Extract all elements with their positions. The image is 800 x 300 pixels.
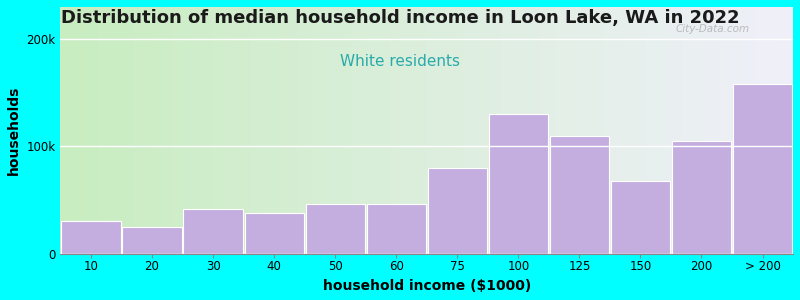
Text: City-Data.com: City-Data.com (676, 24, 750, 34)
Bar (428, 168, 487, 254)
Bar (62, 221, 121, 254)
Bar (489, 114, 548, 254)
Bar (733, 84, 792, 254)
Bar (122, 227, 182, 254)
Bar (672, 141, 731, 254)
Bar (245, 213, 304, 254)
Bar (306, 204, 365, 254)
Y-axis label: households: households (7, 85, 21, 175)
Bar (183, 208, 242, 253)
X-axis label: household income ($1000): household income ($1000) (322, 279, 531, 293)
Text: White residents: White residents (340, 54, 460, 69)
Bar (550, 136, 609, 254)
Text: Distribution of median household income in Loon Lake, WA in 2022: Distribution of median household income … (61, 9, 739, 27)
Bar (366, 204, 426, 254)
Bar (611, 181, 670, 254)
